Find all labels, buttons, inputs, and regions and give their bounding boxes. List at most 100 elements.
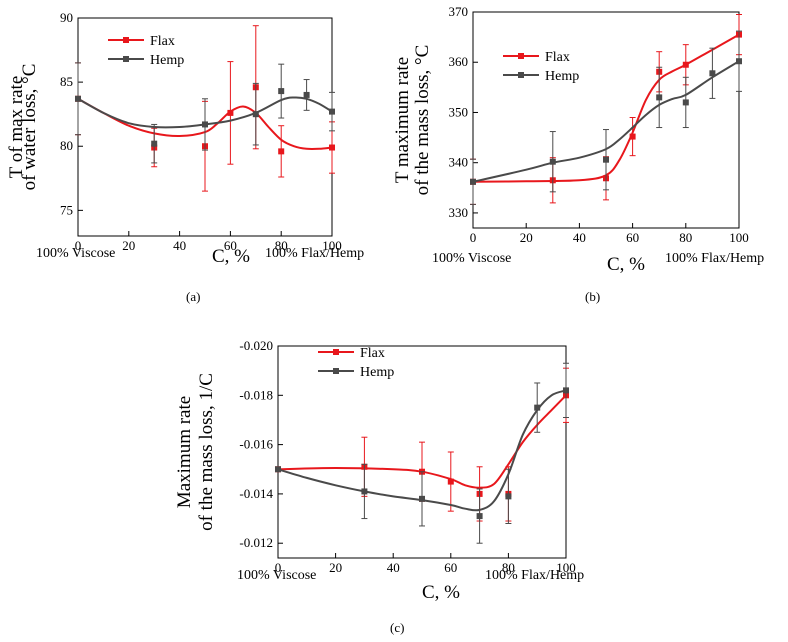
data-point (682, 61, 689, 68)
x-axis-label: C, % (422, 582, 460, 603)
legend-label: Flax (545, 50, 570, 65)
y-axis-label: T maximum rate of the mass loss, °C (392, 45, 433, 196)
data-point (278, 148, 285, 155)
legend-label: Hemp (360, 365, 394, 380)
data-point (549, 158, 556, 165)
legend-marker (518, 53, 524, 59)
x-tick-label: 0 (470, 230, 477, 245)
panel-caption: (c) (390, 620, 404, 635)
x-tick-label: 80 (275, 238, 288, 253)
data-point (227, 109, 234, 116)
x-tick-label: 40 (173, 238, 186, 253)
series-curve (77, 97, 333, 151)
y-tick-label: 85 (60, 74, 73, 89)
data-point (361, 488, 368, 495)
x-note-flax-hemp: 100% Flax/Hemp (485, 568, 584, 583)
y-tick-label: 80 (60, 138, 73, 153)
x-note-viscose: 100% Viscose (237, 568, 316, 583)
plot-frame (472, 11, 740, 229)
x-axis-label: C, % (607, 254, 645, 275)
y-tick-label: 330 (449, 205, 469, 220)
data-point (303, 91, 310, 98)
x-tick-label: 80 (502, 560, 515, 575)
series-curve (277, 389, 567, 512)
data-point (329, 108, 335, 115)
legend-label: Flax (360, 346, 385, 361)
chart-panel-c: 0 20 40 60 80 100 -0.012 -0.014 -0.016 -0.018 -0.0… (174, 338, 584, 635)
x-note-viscose: 100% Viscose (432, 251, 511, 266)
y-tick-label: -0.020 (239, 338, 273, 353)
data-point (682, 99, 689, 106)
x-note-viscose: 100% Viscose (36, 246, 115, 261)
y-axis-label-line-2: of the mass loss, °C (412, 45, 433, 196)
y-axis-label-line-2: of water loss, °C (19, 64, 40, 191)
x-note-flax-hemp: 100% Flax/Hemp (265, 246, 364, 261)
legend-marker (518, 72, 524, 78)
panel-caption: (a) (186, 289, 200, 304)
y-tick-label: -0.018 (239, 387, 273, 402)
series-hemp (470, 30, 742, 205)
data-point (419, 495, 425, 502)
y-axis-label-line-1: Maximum rate (174, 396, 195, 508)
data-point (629, 133, 636, 140)
data-point (476, 513, 483, 520)
data-point (563, 387, 569, 394)
y-tick-label: 370 (449, 4, 469, 19)
data-point (329, 144, 335, 151)
y-tick-label: 90 (60, 10, 73, 25)
x-tick-label: 100 (322, 238, 342, 253)
series-hemp (75, 62, 335, 164)
x-tick-label: 100 (556, 560, 576, 575)
data-point (275, 466, 281, 473)
x-tick-label: 40 (573, 230, 586, 245)
data-point (736, 58, 742, 65)
y-axis-label-line-2: of the mass loss, 1/C (196, 373, 217, 531)
x-tick-label: 20 (329, 560, 342, 575)
y-tick-label: -0.016 (239, 437, 273, 452)
legend: Flax Hemp (503, 50, 579, 84)
legend: Flax Hemp (318, 346, 394, 380)
x-tick-label: 40 (387, 560, 400, 575)
x-tick-label: 60 (224, 238, 237, 253)
data-point (534, 404, 541, 411)
y-tick-label: -0.014 (239, 486, 273, 501)
x-axis-label: C, % (212, 246, 250, 267)
data-point (447, 478, 454, 485)
legend-marker (123, 56, 129, 62)
series-hemp (275, 362, 569, 544)
legend-marker (333, 349, 339, 355)
x-tick-label: 100 (729, 230, 749, 245)
y-tick-label: 360 (449, 54, 469, 69)
data-point (75, 95, 81, 102)
data-point (278, 88, 285, 95)
y-axis-label-line-1: T maximum rate (392, 57, 413, 183)
x-tick-label: 0 (75, 238, 82, 253)
x-tick-label: 20 (520, 230, 533, 245)
y-tick-label: 75 (60, 202, 73, 217)
legend-label: Hemp (150, 53, 184, 68)
data-point (470, 178, 476, 185)
panel-caption: (b) (585, 289, 600, 304)
legend-marker (333, 368, 339, 374)
y-tick-label: -0.012 (239, 535, 273, 550)
y-axis-label: Maximum rate of the mass loss, 1/C (174, 373, 217, 531)
data-point (656, 94, 663, 101)
data-point (202, 121, 208, 128)
x-tick-label: 60 (444, 560, 457, 575)
legend-label: Hemp (545, 69, 579, 84)
data-point (603, 156, 609, 163)
y-tick-label: 340 (449, 155, 469, 170)
chart-panel-b: 0 20 40 60 80 100 330 340 350 360 370 T maximum rat… (392, 4, 764, 304)
x-tick-label: 0 (275, 560, 282, 575)
data-point (709, 70, 716, 77)
data-point (505, 493, 512, 500)
plot-frame (277, 345, 567, 559)
x-tick-label: 60 (626, 230, 639, 245)
y-axis-label-line-1: T of max rate (6, 76, 27, 179)
x-tick-label: 80 (679, 230, 692, 245)
legend-marker (123, 37, 129, 43)
legend: Flax Hemp (108, 34, 184, 68)
